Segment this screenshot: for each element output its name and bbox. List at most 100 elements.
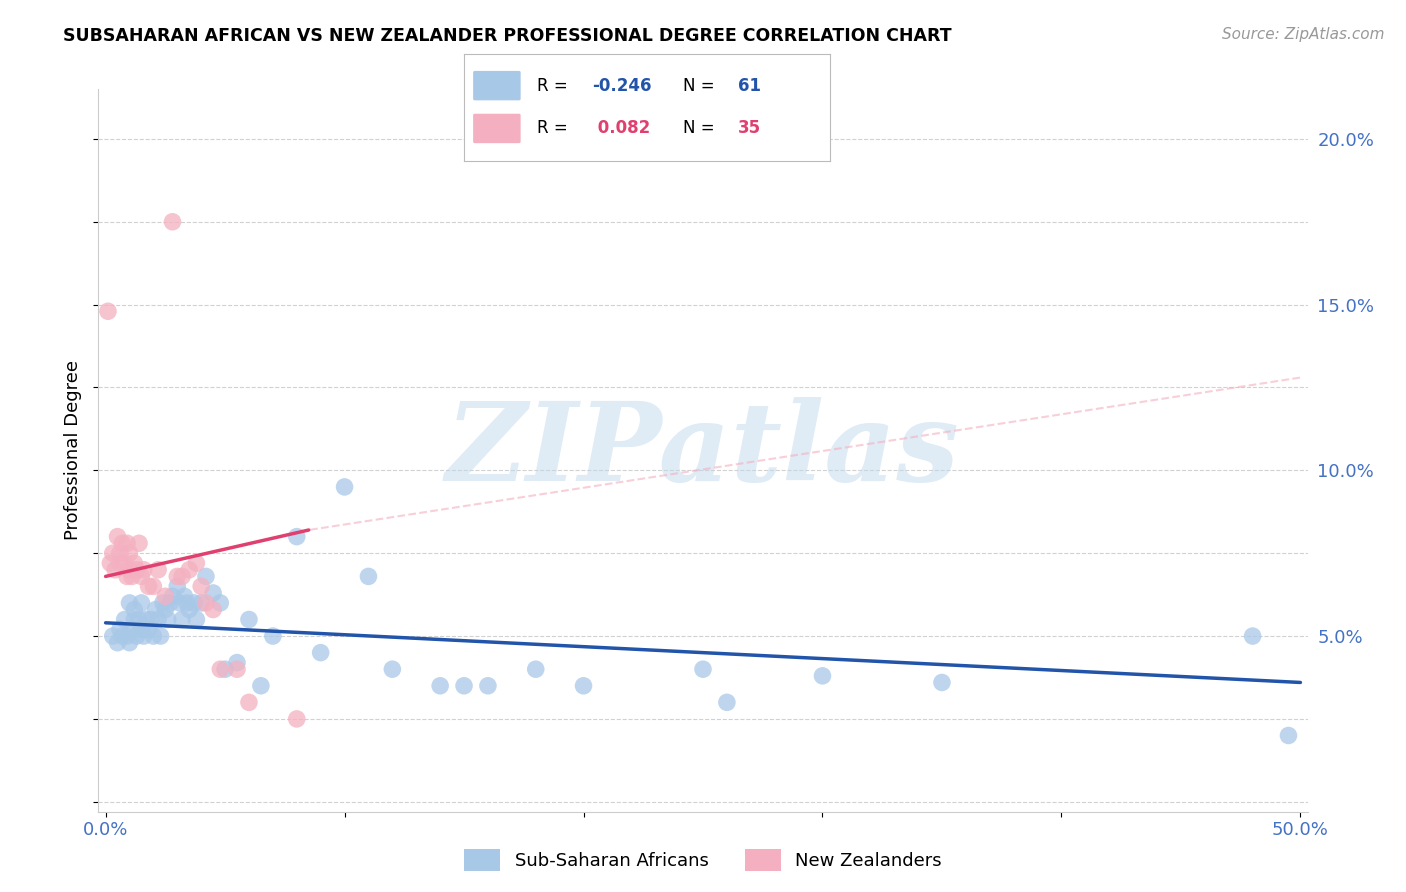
Point: [190, 579, 212, 593]
Point: [692, 662, 714, 676]
Text: Source: ZipAtlas.com: Source: ZipAtlas.com: [1222, 27, 1385, 42]
Point: [121, 623, 143, 637]
Point: [145, 602, 167, 616]
Text: R =: R =: [537, 77, 574, 95]
Text: 35: 35: [738, 120, 761, 137]
Point: [333, 480, 356, 494]
Text: ZIPatlas: ZIPatlas: [446, 397, 960, 504]
Point: [115, 629, 138, 643]
Point: [104, 563, 127, 577]
Point: [128, 536, 150, 550]
Point: [131, 569, 153, 583]
Point: [202, 602, 225, 616]
Point: [115, 536, 138, 550]
Point: [125, 629, 148, 643]
Point: [108, 556, 131, 570]
Point: [118, 563, 141, 577]
Point: [194, 596, 217, 610]
Point: [159, 596, 181, 610]
Point: [429, 679, 451, 693]
Point: [132, 629, 155, 643]
Text: 61: 61: [738, 77, 761, 95]
Point: [186, 612, 208, 626]
Point: [149, 629, 172, 643]
Point: [931, 675, 953, 690]
Point: [477, 679, 499, 693]
Point: [101, 629, 124, 643]
Point: [309, 646, 332, 660]
Point: [138, 579, 160, 593]
Point: [107, 636, 129, 650]
Point: [162, 589, 184, 603]
Point: [114, 556, 136, 570]
Point: [226, 662, 249, 676]
Point: [118, 596, 141, 610]
Point: [285, 712, 308, 726]
Point: [194, 569, 217, 583]
Text: R =: R =: [537, 120, 574, 137]
Point: [262, 629, 284, 643]
Point: [98, 556, 121, 570]
Point: [170, 569, 193, 583]
Point: [238, 612, 260, 626]
Point: [146, 563, 169, 577]
Point: [111, 536, 134, 550]
Point: [285, 530, 308, 544]
Point: [125, 563, 148, 577]
Point: [138, 623, 160, 637]
Point: [166, 569, 188, 583]
Point: [108, 623, 131, 637]
Point: [142, 629, 165, 643]
Point: [202, 586, 225, 600]
FancyBboxPatch shape: [472, 71, 520, 101]
Point: [170, 612, 193, 626]
Point: [131, 623, 153, 637]
Text: 0.082: 0.082: [592, 120, 650, 137]
Point: [122, 556, 145, 570]
Point: [107, 530, 129, 544]
Point: [209, 662, 232, 676]
Point: [121, 569, 143, 583]
FancyBboxPatch shape: [472, 114, 520, 144]
Point: [453, 679, 475, 693]
Point: [179, 602, 201, 616]
Point: [524, 662, 547, 676]
Point: [238, 695, 260, 709]
Point: [101, 546, 124, 560]
Point: [152, 596, 174, 610]
Point: [131, 596, 153, 610]
Point: [146, 612, 169, 626]
Point: [179, 563, 201, 577]
Point: [811, 669, 834, 683]
Point: [716, 695, 738, 709]
Legend: Sub-Saharan Africans, New Zealanders: Sub-Saharan Africans, New Zealanders: [457, 842, 949, 879]
Point: [214, 662, 236, 676]
Point: [169, 596, 191, 610]
Point: [97, 304, 120, 318]
Point: [118, 546, 141, 560]
Point: [155, 589, 177, 603]
Point: [162, 215, 184, 229]
Point: [108, 546, 131, 560]
Text: N =: N =: [683, 120, 720, 137]
Point: [122, 602, 145, 616]
Point: [114, 612, 136, 626]
Point: [209, 596, 232, 610]
Point: [357, 569, 380, 583]
Text: SUBSAHARAN AFRICAN VS NEW ZEALANDER PROFESSIONAL DEGREE CORRELATION CHART: SUBSAHARAN AFRICAN VS NEW ZEALANDER PROF…: [63, 27, 952, 45]
Y-axis label: Professional Degree: Professional Degree: [65, 360, 83, 541]
Point: [118, 636, 141, 650]
Point: [183, 596, 205, 610]
Point: [226, 656, 249, 670]
Point: [250, 679, 273, 693]
Point: [166, 579, 188, 593]
Point: [1241, 629, 1264, 643]
Point: [381, 662, 404, 676]
Point: [176, 596, 198, 610]
Point: [156, 612, 179, 626]
Point: [111, 629, 134, 643]
Point: [155, 602, 177, 616]
Point: [142, 579, 165, 593]
Point: [128, 612, 150, 626]
Point: [186, 556, 208, 570]
